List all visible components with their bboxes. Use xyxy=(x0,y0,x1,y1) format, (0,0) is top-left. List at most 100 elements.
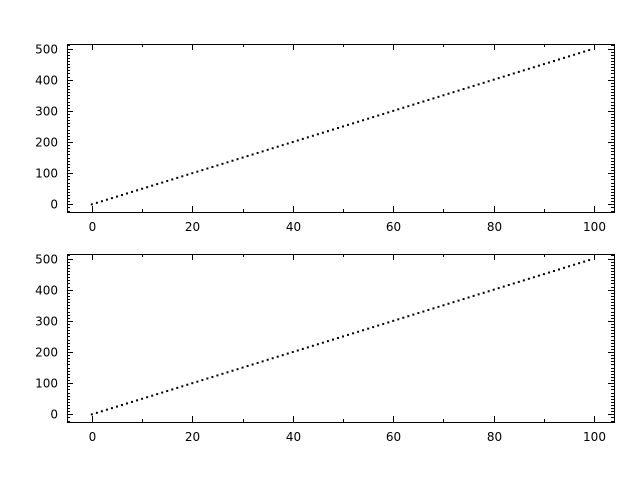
data-point xyxy=(115,405,118,408)
data-point xyxy=(573,53,576,56)
data-point xyxy=(151,394,154,397)
y-tick-label: 200 xyxy=(35,136,58,150)
data-point xyxy=(487,290,490,293)
data-point xyxy=(286,352,289,355)
data-point xyxy=(216,164,219,167)
data-point xyxy=(266,148,269,151)
data-point xyxy=(427,98,430,101)
subplot-2: 0 20 40 60 80 100 0 100 200 300 400 500 xyxy=(35,253,615,444)
data-point xyxy=(492,78,495,81)
data-point xyxy=(131,400,134,403)
data-point xyxy=(321,341,324,344)
data-point xyxy=(266,358,269,361)
data-point xyxy=(241,156,244,159)
data-point xyxy=(336,127,339,129)
data-point xyxy=(397,108,400,111)
axes-frame xyxy=(67,254,615,423)
data-point xyxy=(206,377,209,380)
y-tick-label: 0 xyxy=(50,408,58,422)
data-point xyxy=(176,176,179,179)
data-point xyxy=(121,404,123,407)
data-point xyxy=(186,383,189,386)
data-point xyxy=(583,50,586,53)
x-tick-label: 40 xyxy=(286,220,301,234)
data-point xyxy=(522,279,525,282)
data-point xyxy=(211,375,214,378)
data-point xyxy=(352,122,355,125)
data-point xyxy=(377,114,380,117)
data-point xyxy=(377,324,380,327)
data-series-1 xyxy=(90,259,591,416)
data-point xyxy=(90,203,93,206)
data-point xyxy=(311,134,314,137)
data-point xyxy=(281,144,284,147)
data-point xyxy=(90,413,93,416)
data-point xyxy=(397,318,400,321)
x-tick-label: 0 xyxy=(89,430,97,444)
data-point xyxy=(367,117,370,120)
data-point xyxy=(437,305,440,308)
data-point xyxy=(141,187,144,190)
data-point xyxy=(281,354,284,357)
data-point xyxy=(221,372,224,375)
data-point xyxy=(407,315,410,318)
data-point xyxy=(432,97,435,100)
data-point xyxy=(236,368,239,371)
data-point xyxy=(527,277,530,280)
data-point xyxy=(482,291,485,294)
y-tick-label: 300 xyxy=(35,315,58,329)
data-point xyxy=(517,280,520,283)
data-point xyxy=(512,72,515,75)
data-point xyxy=(382,322,385,325)
data-point xyxy=(578,262,581,265)
data-point xyxy=(497,77,500,80)
data-point xyxy=(427,308,430,311)
data-point xyxy=(171,178,174,181)
data-point xyxy=(457,299,460,302)
data-point xyxy=(507,284,510,287)
x-tick-label: 100 xyxy=(583,430,606,444)
data-point xyxy=(186,173,189,176)
data-point xyxy=(261,360,264,363)
data-point xyxy=(156,183,159,186)
data-point xyxy=(100,410,103,413)
data-point xyxy=(276,355,279,358)
data-point xyxy=(387,321,390,324)
data-point xyxy=(100,200,103,203)
data-point xyxy=(95,411,98,414)
x-tick-label: 0 xyxy=(89,220,97,234)
data-point xyxy=(161,181,164,184)
data-point xyxy=(342,335,345,338)
x-tick-label: 20 xyxy=(185,220,200,234)
data-point xyxy=(347,123,350,126)
data-point xyxy=(457,89,460,92)
data-point xyxy=(362,119,365,122)
data-point xyxy=(492,288,495,291)
data-point xyxy=(206,167,209,170)
data-point xyxy=(447,302,450,305)
data-point xyxy=(532,66,535,69)
data-point xyxy=(201,169,204,172)
data-point xyxy=(156,393,159,396)
x-tick-label: 80 xyxy=(487,220,502,234)
x-tick-label: 80 xyxy=(487,430,502,444)
data-point xyxy=(588,259,591,262)
data-point xyxy=(442,304,445,307)
data-point xyxy=(502,75,505,78)
data-point xyxy=(407,105,410,108)
data-point xyxy=(95,201,98,204)
data-point xyxy=(236,158,239,161)
data-point xyxy=(527,67,530,70)
data-point xyxy=(131,190,134,193)
data-point xyxy=(331,128,334,131)
data-point xyxy=(352,332,355,335)
data-point xyxy=(392,109,395,112)
data-series-1 xyxy=(90,49,591,206)
data-point xyxy=(105,198,108,201)
data-point xyxy=(552,59,555,62)
data-point xyxy=(583,260,586,263)
data-point xyxy=(347,333,350,336)
data-point xyxy=(442,94,445,97)
data-point xyxy=(342,125,345,128)
